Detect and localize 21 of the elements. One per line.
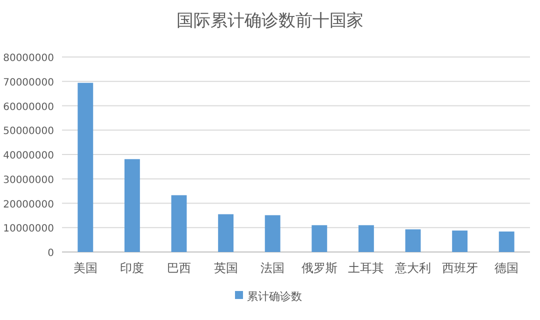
y-tick-label: 50000000 bbox=[3, 126, 54, 138]
y-tick-label: 60000000 bbox=[3, 102, 54, 113]
y-tick-label: 80000000 bbox=[3, 53, 54, 64]
y-tick-label: 30000000 bbox=[3, 174, 54, 186]
y-tick-label: 10000000 bbox=[3, 224, 54, 235]
legend-label: 累计确诊数 bbox=[247, 290, 302, 303]
x-tick-label: 西班牙 bbox=[442, 261, 478, 275]
title: 国际累计确诊数前十国家 bbox=[176, 11, 364, 31]
x-tick-label: 德国 bbox=[494, 261, 519, 275]
x-tick-label: 俄罗斯 bbox=[301, 261, 338, 275]
y-tick-label: 20000000 bbox=[3, 199, 54, 210]
y-tick-label: 70000000 bbox=[3, 77, 54, 88]
x-tick-label: 土耳其 bbox=[348, 261, 384, 275]
x-tick-label: 印度 bbox=[120, 261, 144, 275]
x-tick-label: 法国 bbox=[260, 261, 285, 275]
x-tick-label: 英国 bbox=[214, 261, 238, 275]
y-tick-label: 40000000 bbox=[3, 150, 54, 162]
x-tick-label: 巴西 bbox=[167, 261, 191, 275]
y-tick-label: 0 bbox=[48, 248, 54, 259]
x-tick-label: 意大利 bbox=[394, 261, 431, 275]
x-tick-label: 美国 bbox=[73, 261, 98, 275]
